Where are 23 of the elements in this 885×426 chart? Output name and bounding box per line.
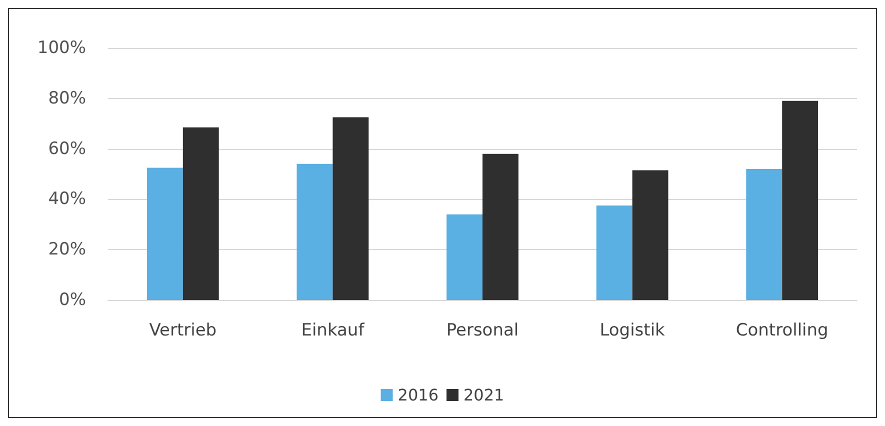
x-tick-label: Personal [446,320,519,340]
bar [746,168,782,300]
bar [446,214,482,300]
bar [632,170,668,300]
y-tick-label: 80% [48,88,86,108]
bar [146,168,183,300]
bar [332,117,369,300]
y-tick-label: 20% [48,240,86,260]
x-tick-label: Vertrieb [149,320,217,340]
y-tick-label: 40% [48,189,86,210]
y-tick-label: 0% [59,290,86,310]
bar [782,100,818,300]
x-tick-label: Logistik [600,320,666,340]
x-tick-label: Controlling [736,320,828,340]
legend-label: 2021 [464,386,504,404]
x-tick-label: Einkauf [301,320,366,340]
bar [596,206,632,300]
y-tick-label: 60% [48,138,86,159]
bar [182,127,219,300]
bar [482,154,518,300]
legend-label: 2016 [398,386,438,404]
bar [296,164,333,300]
y-tick-label: 100% [37,38,86,58]
